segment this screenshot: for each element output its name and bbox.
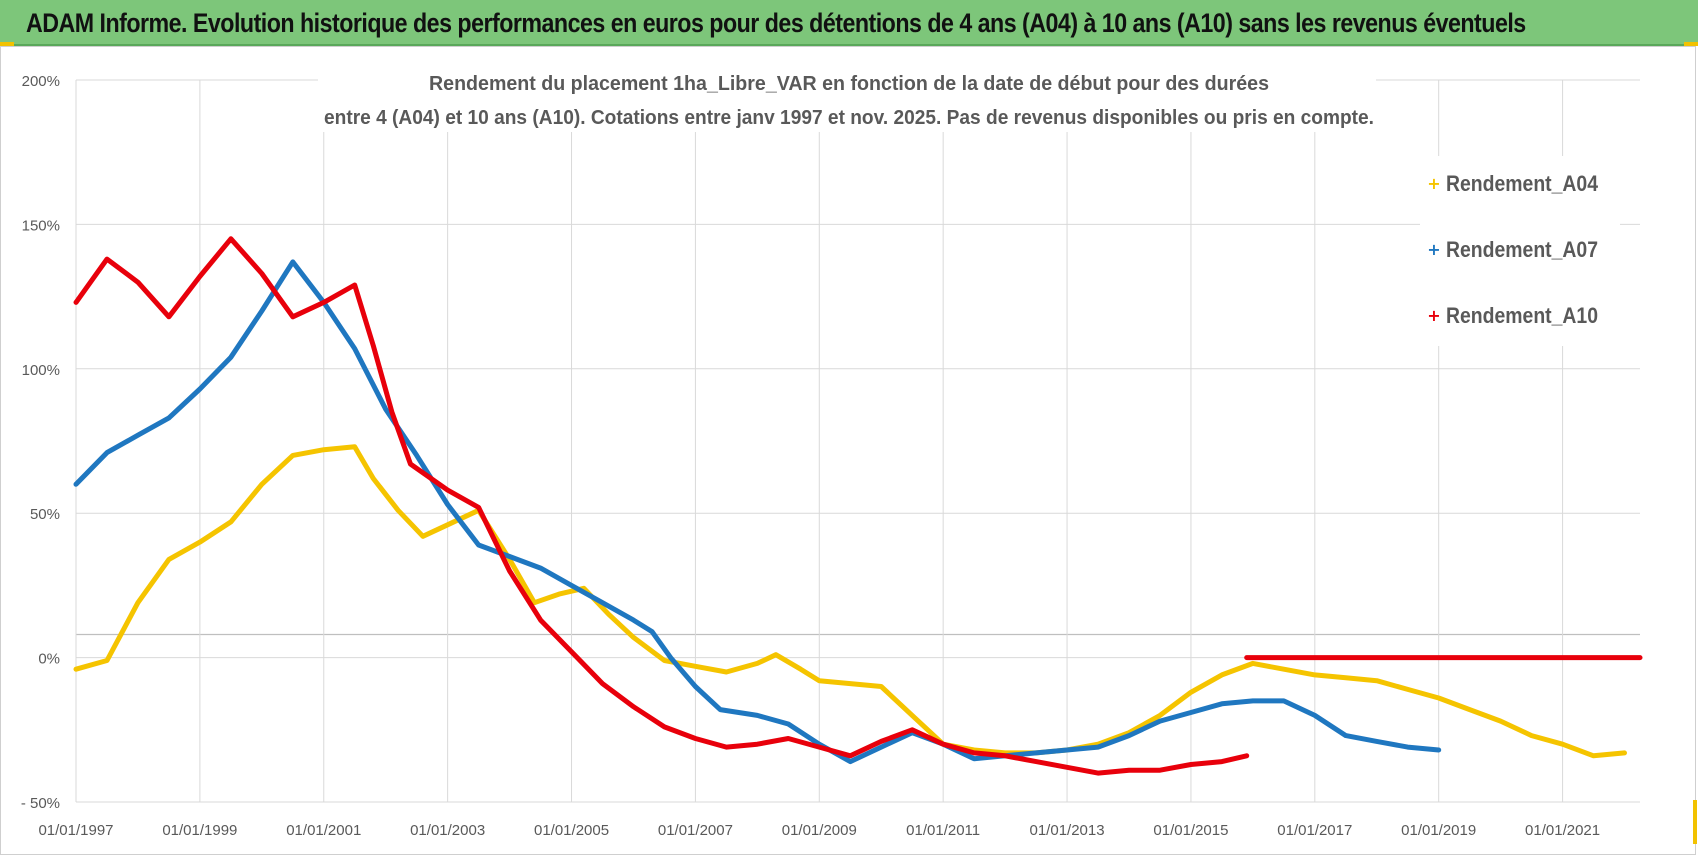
x-tick-label: 01/01/2009	[782, 822, 857, 839]
y-tick-label: 200%	[22, 73, 60, 90]
x-tick-label: 01/01/2005	[534, 822, 609, 839]
series-line-rendement-a04	[73, 444, 1627, 759]
legend-marker: +	[1427, 306, 1440, 325]
legend-label-rendement-a07: Rendement_A07	[1446, 237, 1598, 262]
x-axis-ticks: 01/01/1997 01/01/1999 01/01/2001 01/01/2003…	[38, 822, 1600, 839]
x-tick-label: 01/01/1997	[38, 822, 113, 839]
x-tick-label: 01/01/2011	[906, 822, 980, 839]
gridlines	[75, 79, 1640, 803]
legend-marker: +	[1427, 240, 1440, 259]
chart-title-line1: Rendement du placement 1ha_Libre_VAR en …	[429, 72, 1269, 95]
header-title: ADAM Informe. Evolution historique des p…	[26, 8, 1526, 38]
data-series	[73, 236, 1643, 776]
x-tick-label: 01/01/2001	[286, 822, 361, 839]
legend-background	[1420, 156, 1620, 346]
x-tick-label: 01/01/2019	[1401, 822, 1476, 839]
corner-mark-right	[1693, 800, 1697, 844]
x-tick-label: 01/01/2021	[1525, 822, 1600, 839]
series-line-rendement-a10	[73, 236, 1250, 776]
y-tick-label: - 50%	[21, 795, 60, 812]
y-tick-label: 50%	[30, 506, 60, 523]
x-tick-label: 01/01/2003	[410, 822, 485, 839]
legend-marker: +	[1427, 174, 1440, 193]
x-tick-label: 01/01/1999	[162, 822, 237, 839]
x-tick-label: 01/01/2013	[1030, 822, 1105, 839]
y-tick-label: 150%	[22, 217, 60, 234]
x-tick-label: 01/01/2017	[1277, 822, 1352, 839]
y-tick-label: 0%	[38, 651, 60, 668]
y-axis-ticks: - 50% 0% 50% 100% 150% 200%	[21, 73, 60, 812]
chart-title-background	[318, 66, 1376, 132]
y-tick-label: 100%	[22, 362, 60, 379]
header-banner: ADAM Informe. Evolution historique des p…	[0, 0, 1698, 46]
legend: + Rendement_A04 + Rendement_A07 + Rendement_A…	[1427, 171, 1598, 328]
chart-frame	[0, 46, 1696, 855]
x-tick-label: 01/01/2015	[1153, 822, 1228, 839]
corner-mark-top-right	[1684, 42, 1698, 46]
series-line-rendement-a07	[73, 259, 1442, 765]
legend-label-rendement-a10: Rendement_A10	[1446, 303, 1598, 328]
x-tick-label: 01/01/2007	[658, 822, 733, 839]
corner-mark-top-left	[0, 42, 14, 46]
chart-title-line2: entre 4 (A04) et 10 ans (A10). Cotations…	[324, 106, 1374, 129]
legend-label-rendement-a04: Rendement_A04	[1446, 171, 1599, 196]
